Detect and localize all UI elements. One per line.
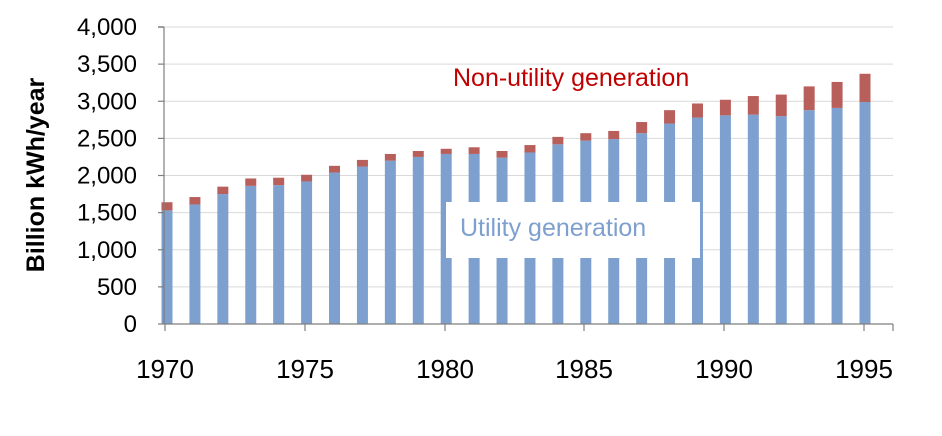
- bar-non-utility-generation-1987: [636, 122, 648, 134]
- bar-non-utility-generation-1993: [803, 86, 815, 111]
- y-tick-label: 3,500: [77, 51, 137, 78]
- x-tick-label: 1980: [416, 354, 474, 384]
- bar-utility-generation-1978: [384, 160, 396, 324]
- bar-non-utility-generation-1990: [719, 99, 731, 116]
- bar-non-utility-generation-1973: [245, 178, 257, 186]
- bar-non-utility-generation-1976: [329, 165, 341, 173]
- bar-non-utility-generation-1977: [356, 159, 368, 167]
- bar-utility-generation-1977: [356, 166, 368, 324]
- y-tick-labels: 0 500 1,000 1,500 2,000 2,500 3,000 3,500 4,000: [77, 14, 137, 338]
- bar-non-utility-generation-1971: [189, 197, 201, 205]
- bar-utility-generation-1973: [245, 185, 257, 324]
- bar-non-utility-generation-1980: [440, 148, 452, 154]
- bar-utility-generation-1992: [775, 116, 787, 324]
- y-tick-label: 3,000: [77, 88, 137, 115]
- bar-utility-generation-1975: [301, 181, 313, 324]
- bar-utility-generation-1972: [217, 194, 229, 324]
- bar-utility-generation-1994: [831, 107, 843, 325]
- bar-non-utility-generation-1983: [524, 145, 536, 153]
- bar-utility-generation-1991: [747, 114, 759, 325]
- bar-non-utility-generation-1982: [496, 150, 508, 158]
- x-tick-label: 1975: [276, 354, 334, 384]
- bar-non-utility-generation-1979: [412, 150, 424, 157]
- x-tick-label: 1995: [835, 354, 893, 384]
- utility-label-box: [446, 202, 700, 258]
- bar-utility-generation-1976: [329, 172, 341, 324]
- bar-utility-generation-1993: [803, 110, 815, 324]
- bar-non-utility-generation-1986: [608, 130, 620, 140]
- bar-non-utility-generation-1991: [747, 96, 759, 115]
- bar-non-utility-generation-1970: [161, 202, 173, 211]
- y-tick-label: 4,000: [77, 14, 137, 41]
- x-tick-labels: 1970 1975 1980 1985 1990 1995: [136, 354, 893, 384]
- bar-utility-generation-1971: [189, 204, 201, 324]
- bar-non-utility-generation-1992: [775, 94, 787, 117]
- bar-utility-generation-1979: [412, 156, 424, 324]
- y-tick-label: 500: [97, 274, 137, 301]
- y-tick-label: 1,000: [77, 237, 137, 264]
- bar-non-utility-generation-1981: [468, 147, 480, 154]
- bar-utility-generation-1970: [161, 210, 173, 324]
- annotation-non-utility: Non-utility generation: [453, 64, 689, 92]
- y-tick-label: 2,500: [77, 125, 137, 152]
- x-tick-label: 1985: [555, 354, 613, 384]
- y-tick-label: 1,500: [77, 200, 137, 227]
- bar-non-utility-generation-1994: [831, 81, 843, 108]
- bar-non-utility-generation-1978: [384, 153, 396, 161]
- bar-utility-generation-1995: [859, 101, 871, 325]
- bar-utility-generation-1974: [273, 185, 285, 324]
- bar-non-utility-generation-1975: [301, 174, 313, 182]
- x-tick-label: 1990: [695, 354, 753, 384]
- bar-non-utility-generation-1972: [217, 186, 229, 195]
- bar-non-utility-generation-1974: [273, 177, 285, 186]
- y-tick-label: 2,000: [77, 163, 137, 190]
- bar-non-utility-generation-1995: [859, 73, 871, 102]
- bar-non-utility-generation-1989: [691, 103, 703, 118]
- bar-non-utility-generation-1988: [664, 110, 676, 124]
- y-tick-label: 0: [124, 311, 137, 338]
- annotation-utility: Utility generation: [460, 214, 646, 242]
- y-axis-label: Billion kWh/year: [22, 77, 50, 272]
- bar-utility-generation-1990: [719, 115, 731, 324]
- bar-non-utility-generation-1985: [580, 133, 592, 141]
- x-tick-label: 1970: [136, 354, 194, 384]
- axes: [158, 26, 894, 331]
- bar-non-utility-generation-1984: [552, 136, 564, 145]
